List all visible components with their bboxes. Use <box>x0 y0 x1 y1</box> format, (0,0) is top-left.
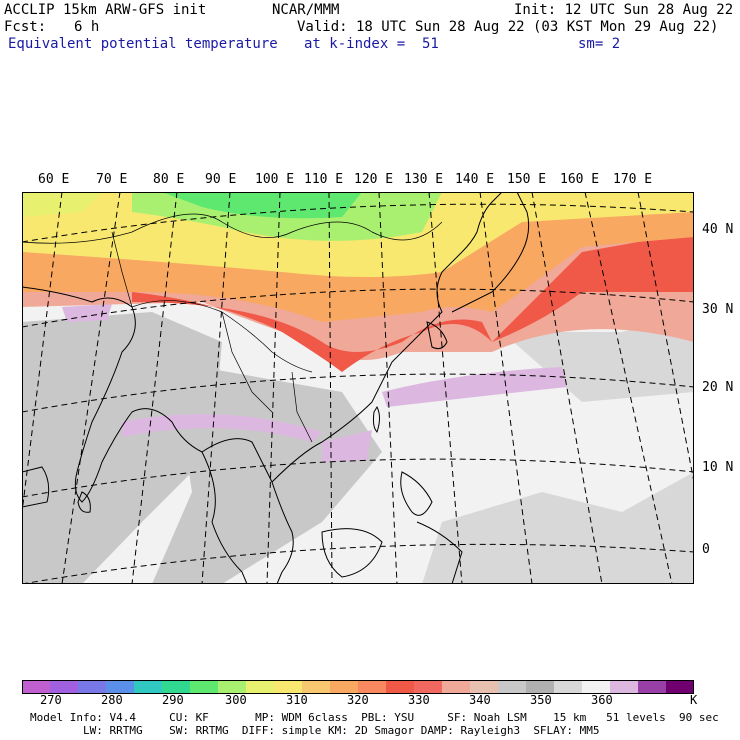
lat-label: 20 N <box>702 380 734 395</box>
smoothing: sm= 2 <box>578 36 621 52</box>
field-lavender-band <box>122 414 322 442</box>
colorbar-swatch <box>498 680 527 694</box>
colorbar-swatch <box>106 680 135 694</box>
field-name: Equivalent potential temperature <box>8 36 278 52</box>
colorbar-swatch <box>22 680 51 694</box>
colorbar-swatch <box>610 680 639 694</box>
colorbar-swatch <box>358 680 387 694</box>
field-green <box>162 192 362 219</box>
field-red-band <box>132 232 694 372</box>
field-lavender-patch <box>322 430 372 462</box>
model-info-line2: LW: RRTMG SW: RRTMG DIFF: simple KM: 2D … <box>30 724 600 737</box>
field-gray-northeast <box>502 312 694 402</box>
init-time: Init: 12 UTC Sun 28 Aug 22 <box>514 2 734 18</box>
colorbar <box>22 680 694 694</box>
colorbar-swatch <box>246 680 275 694</box>
colorbar-swatch <box>50 680 79 694</box>
center-label: NCAR/MMM <box>272 2 340 18</box>
lon-label: 70 E <box>96 172 128 187</box>
colorbar-swatch <box>218 680 247 694</box>
model-info-line1: Model Info: V4.4 CU: KF MP: WDM 6class P… <box>30 711 719 724</box>
field-gray-southeast <box>422 472 694 584</box>
colorbar-swatch <box>526 680 555 694</box>
colorbar-swatch <box>414 680 443 694</box>
colorbar-swatch <box>78 680 107 694</box>
colorbar-tick: 340 <box>469 693 491 707</box>
colorbar-tick: 300 <box>225 693 247 707</box>
field-gray-west <box>22 312 222 584</box>
valid-time: Valid: 18 UTC Sun 28 Aug 22 (03 KST Mon … <box>297 19 719 35</box>
lon-label: 150 E <box>507 172 547 187</box>
lon-label: 90 E <box>205 172 237 187</box>
graticule-meridians <box>22 192 694 584</box>
colorbar-tick: 310 <box>286 693 308 707</box>
lon-label: 120 E <box>354 172 394 187</box>
theta-e-map <box>22 192 694 584</box>
colorbar-swatch <box>386 680 415 694</box>
lat-label: 0 <box>702 542 710 557</box>
colorbar-frame <box>22 680 694 694</box>
colorbar-tick: 320 <box>347 693 369 707</box>
colorbar-swatch <box>330 680 359 694</box>
colorbar-swatch <box>582 680 611 694</box>
level-index: at k-index = 51 <box>304 36 439 52</box>
lon-label: 130 E <box>404 172 444 187</box>
lon-label: 160 E <box>560 172 600 187</box>
model-title: ACCLIP 15km ARW-GFS init <box>4 2 207 18</box>
borders <box>22 213 443 443</box>
map-frame <box>22 192 694 584</box>
field-yellowgreen-west <box>22 192 102 217</box>
colorbar-swatch <box>666 680 694 694</box>
colorbar-tick: 270 <box>40 693 62 707</box>
colorbar-tick: 330 <box>408 693 430 707</box>
colorbar-swatch <box>554 680 583 694</box>
colorbar-swatch <box>134 680 163 694</box>
graticule-parallels <box>22 203 694 584</box>
lon-label: 110 E <box>304 172 344 187</box>
colorbar-swatch <box>190 680 219 694</box>
colorbar-swatch <box>442 680 471 694</box>
colorbar-swatch <box>302 680 331 694</box>
forecast-label: Fcst: <box>4 19 47 35</box>
colorbar-tick: 280 <box>101 693 123 707</box>
lon-label: 100 E <box>255 172 295 187</box>
lon-label: 60 E <box>38 172 70 187</box>
colorbar-swatch <box>162 680 191 694</box>
colorbar-swatch <box>638 680 667 694</box>
field-lavender-band <box>382 367 567 407</box>
forecast-hour: 6 h <box>74 19 100 35</box>
colorbar-tick: 290 <box>162 693 184 707</box>
field-lavender-patch <box>62 304 112 322</box>
colorbar-swatch <box>470 680 499 694</box>
colorbar-swatch <box>274 680 303 694</box>
colorbar-tick: 360 <box>591 693 613 707</box>
lon-label: 170 E <box>613 172 653 187</box>
lat-label: 10 N <box>702 460 734 475</box>
coastlines <box>22 192 530 584</box>
colorbar-tick: 350 <box>530 693 552 707</box>
lon-label: 80 E <box>153 172 185 187</box>
colorbar-units: K <box>690 693 698 707</box>
lon-label: 140 E <box>455 172 495 187</box>
lat-label: 30 N <box>702 302 734 317</box>
lat-label: 40 N <box>702 222 734 237</box>
